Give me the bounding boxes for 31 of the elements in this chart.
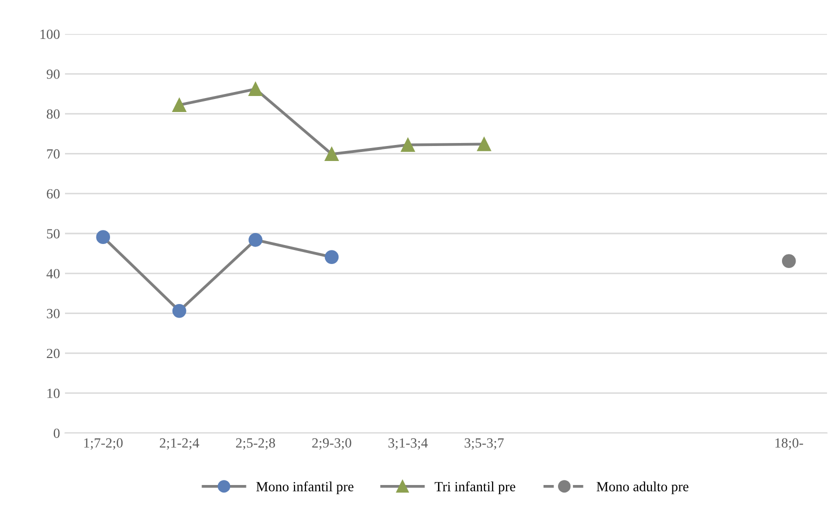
point — [248, 232, 262, 247]
point — [172, 98, 186, 112]
y-tick-label: 30 — [46, 308, 60, 318]
legend-label: Mono infantil pre — [256, 481, 354, 494]
y-tick-label: 50 — [47, 229, 60, 238]
legend-label: Mono adulto pre — [596, 482, 688, 494]
y-tick-label: 80 — [46, 109, 60, 119]
x-tick-label: 2;9-3;0 — [312, 438, 352, 450]
x-tick-label: 1;7-2;0 — [84, 438, 123, 450]
point — [96, 230, 110, 244]
point — [324, 250, 339, 264]
y-tick-label: 0 — [54, 428, 60, 438]
x-tick-label: 3;1-3;4 — [388, 438, 428, 450]
point — [782, 254, 796, 268]
legend-label: Tri infantil pre — [434, 481, 516, 494]
point — [248, 82, 262, 96]
point — [400, 138, 415, 152]
y-tick-label: 60 — [46, 189, 60, 199]
y-tick-label: 70 — [47, 149, 60, 159]
y-tick-label: 100 — [40, 30, 60, 39]
point — [172, 304, 186, 318]
point — [477, 137, 492, 152]
x-tick-label: 2;1-2;4 — [160, 438, 200, 450]
y-tick-label: 40 — [46, 268, 60, 278]
point — [324, 147, 339, 162]
x-tick-label: 18;0- — [775, 438, 804, 450]
x-tick-label: 2;5-2;8 — [236, 438, 276, 450]
x-tick-label: 3;5-3;7 — [464, 438, 504, 450]
y-tick-label: 20 — [46, 348, 60, 358]
y-tick-label: 90 — [46, 69, 60, 79]
y-tick-label: 10 — [47, 388, 60, 398]
